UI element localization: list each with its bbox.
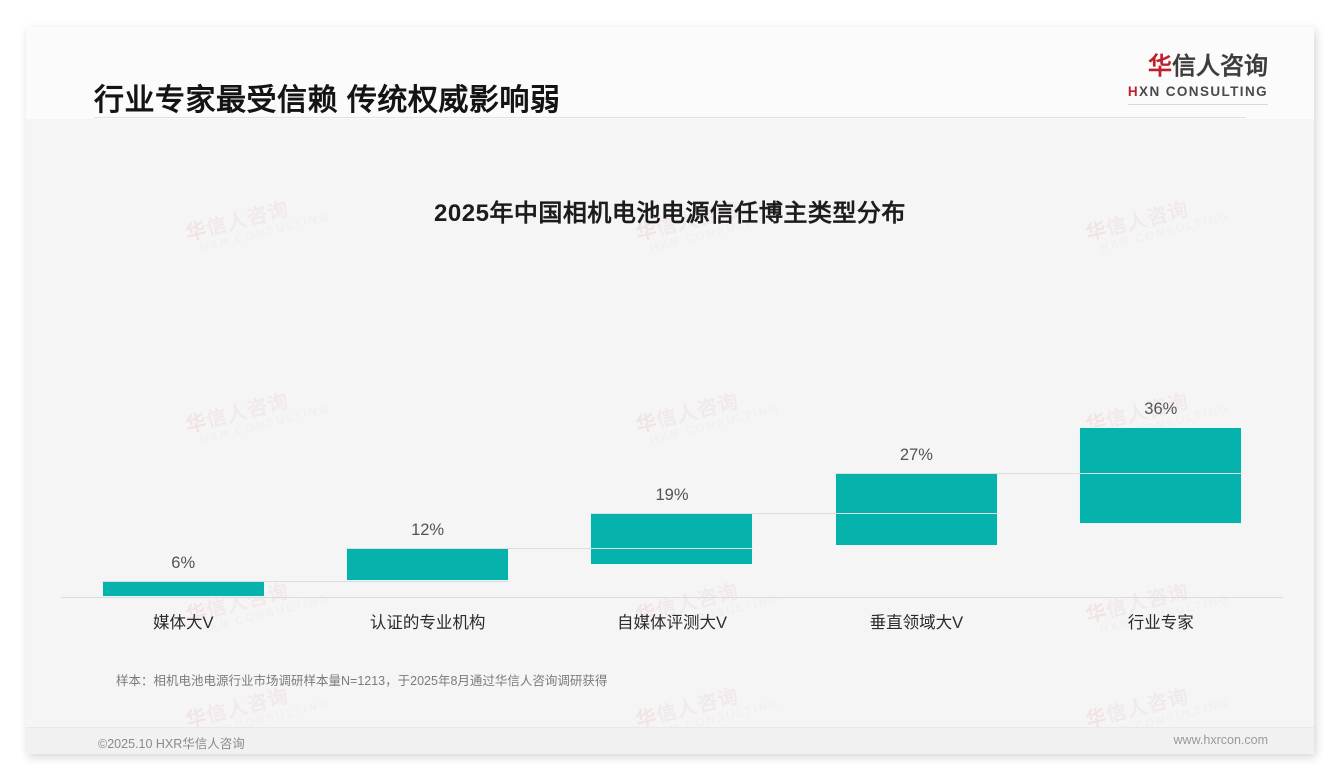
slide-canvas: 行业专家最受信赖 传统权威影响弱 华信人咨询 HXN CONSULTING 华信… (26, 27, 1314, 754)
footer-copyright: ©2025.10 HXR华信人咨询 (98, 737, 245, 751)
company-logo: 华信人咨询 HXN CONSULTING (1127, 55, 1268, 105)
logo-english-rest: XN CONSULTING (1139, 84, 1268, 99)
chart-bar-value-label: 19% (655, 486, 689, 505)
logo-chinese-red-char: 华 (1148, 53, 1172, 80)
category-axis-line (61, 597, 1283, 598)
waterfall-chart-plot: 6% 媒体大V 12% 认证的专业机构 19% 自媒体评测大V 27% 垂直领域大V 36% 行业… (26, 119, 1314, 727)
footer-website[interactable]: www.hxrcon.com (1173, 733, 1268, 747)
slide-header: 行业专家最受信赖 传统权威影响弱 华信人咨询 HXN CONSULTING (26, 27, 1314, 119)
logo-english-red-char: H (1127, 84, 1140, 99)
chart-bar-value-label: 6% (171, 553, 196, 572)
chart-category-label: 自媒体评测大V (616, 614, 727, 632)
waterfall-connector-line (101, 580, 510, 582)
logo-chinese-text: 华信人咨询 (1128, 55, 1268, 79)
slide-footer: ©2025.10 HXR华信人咨询 www.hxrcon.com (26, 727, 1314, 754)
chart-bar-group: 27% 垂直领域大V (794, 119, 1038, 727)
chart-bar[interactable] (346, 548, 510, 581)
chart-bar-value-label: 27% (899, 445, 933, 464)
logo-english-text: HXN CONSULTING (1128, 85, 1268, 99)
chart-bar-value-label: 12% (411, 521, 445, 540)
waterfall-connector-line (346, 548, 754, 550)
chart-category-label: 媒体大V (152, 614, 214, 632)
chart-category-label: 行业专家 (1127, 614, 1194, 632)
chart-bar[interactable] (834, 472, 998, 546)
logo-underline (1127, 103, 1268, 105)
waterfall-connector-line (590, 513, 998, 515)
chart-title: 2025年中国相机电池电源信任博主类型分布 (434, 200, 906, 227)
chart-bar-group: 36% 行业专家 (1039, 119, 1283, 727)
chart-bar-group: 19% 自媒体评测大V (550, 119, 794, 727)
chart-bar[interactable] (101, 580, 265, 597)
chart-bar[interactable] (590, 513, 754, 565)
chart-bar-group: 6% 媒体大V (61, 119, 305, 727)
chart-category-label: 垂直领域大V (869, 614, 964, 632)
slide-body: 华信人咨询 HXN CONSULTING 华信人咨询 HXN CONSULTING 华信… (26, 119, 1314, 741)
source-footnote: 样本：相机电池电源行业市场调研样本量N=1213，于2025年8月通过华信人咨询… (116, 674, 608, 688)
logo-chinese-rest: 信人咨询 (1172, 53, 1268, 80)
chart-bar-value-label: 36% (1144, 399, 1178, 418)
page-title: 行业专家最受信赖 传统权威影响弱 (94, 84, 561, 117)
chart-category-label: 认证的专业机构 (369, 614, 486, 632)
chart-bar-group: 12% 认证的专业机构 (305, 119, 549, 727)
header-divider (94, 117, 1246, 118)
waterfall-connector-line (834, 472, 1243, 474)
chart-bar[interactable] (1079, 426, 1243, 525)
